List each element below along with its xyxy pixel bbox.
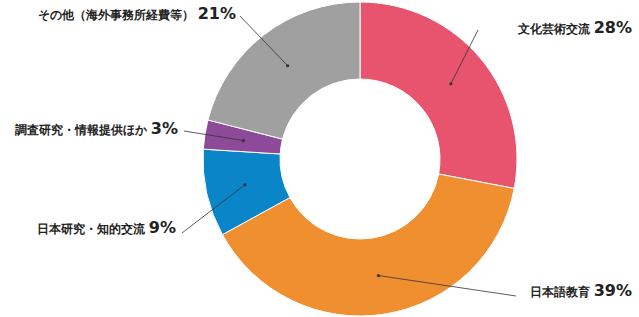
slice-label: 日本研究・知的交流9% [37,218,176,237]
value-label: 28% [594,18,632,37]
leader-line [182,185,245,233]
leader-dot [242,139,245,142]
category-label: その他（海外事務所経費等） [38,8,194,22]
leader-dot [243,183,246,186]
leader-dot [286,64,289,67]
category-label: 文化芸術交流 [517,22,591,36]
leader-line [240,16,288,66]
value-label: 39% [594,281,632,300]
category-label: 日本語教育 [530,285,590,299]
slice-label: その他（海外事務所経費等） 21% [38,4,236,23]
donut [203,2,517,316]
leader-line [378,276,516,296]
slice [360,2,517,188]
category-label: 日本研究・知的交流 [37,222,146,236]
leader-dot [449,82,452,85]
value-label: 3% [151,119,178,138]
category-label: 調査研究・情報提供ほか [14,123,148,137]
leader-dot [377,274,380,277]
slice-label: 調査研究・情報提供ほか3% [14,119,178,138]
slice-label: 日本語教育 39% [530,281,632,300]
value-label: 21% [198,4,236,23]
leader-line [184,131,243,141]
slice-label: 文化芸術交流28% [517,18,632,37]
value-label: 9% [149,218,176,237]
leader-line [451,30,478,84]
chart: 文化芸術交流28% 日本語教育 39% 日本研究・知的交流9% 調査研究・情報提供ほか3… [0,0,639,317]
slice [203,149,290,234]
